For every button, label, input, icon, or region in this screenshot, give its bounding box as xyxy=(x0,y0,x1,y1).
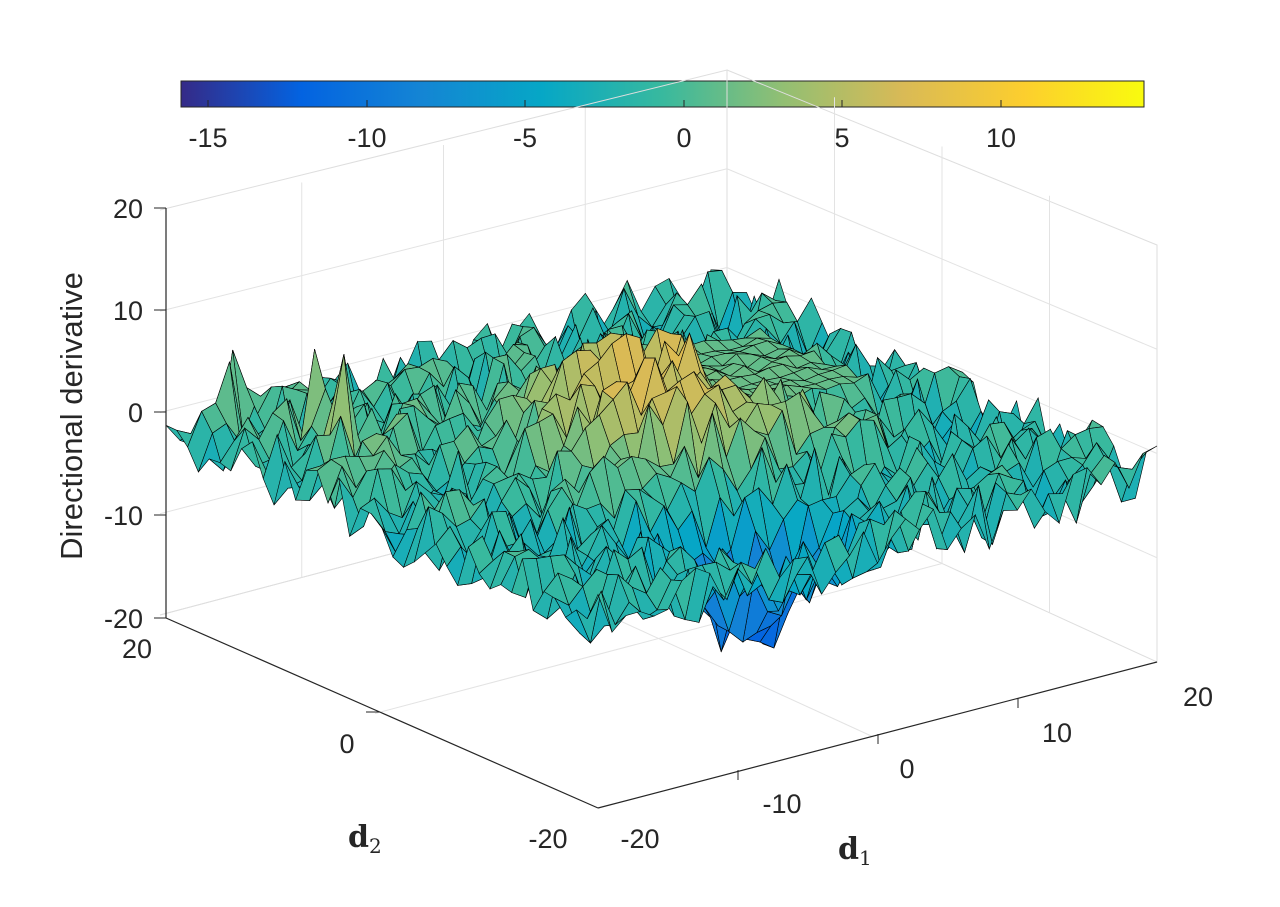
d1-tick-label: 10 xyxy=(1042,718,1072,748)
colorbar-tick-label: 0 xyxy=(676,123,691,153)
d1-tick-label: -20 xyxy=(620,824,659,854)
d2-axis-label-base: d xyxy=(348,820,369,855)
d2-axis-label-sub: 2 xyxy=(369,834,382,858)
d1-axis-label-base: d xyxy=(838,832,859,867)
d1-axis-label: d1 xyxy=(838,832,872,870)
z-tick-label: 20 xyxy=(113,194,143,224)
d1-tick-labels: -20 -10 0 10 20 xyxy=(620,682,1213,854)
d1-tick-label: -10 xyxy=(762,789,801,819)
z-tick-label: 0 xyxy=(128,398,143,428)
colorbar-ticks: -15 -10 -5 0 5 10 xyxy=(188,100,1016,153)
colorbar-tick-label: -5 xyxy=(513,123,537,153)
colorbar-tick-label: 10 xyxy=(986,123,1016,153)
z-tick-label: 10 xyxy=(113,296,143,326)
z-axis-label: Directional derivative xyxy=(54,272,89,560)
z-tick-labels: 20 10 0 -10 -20 xyxy=(104,194,143,634)
d2-axis-line xyxy=(165,617,599,809)
d2-axis-label: d2 xyxy=(348,820,382,858)
surface-mesh xyxy=(165,269,1158,653)
colorbar-tick-label: -10 xyxy=(347,123,386,153)
colorbar-tick-label: -15 xyxy=(188,123,227,153)
grid-line xyxy=(374,563,943,714)
d2-tick-label: 0 xyxy=(339,729,354,759)
colorbar-tick-label: 5 xyxy=(834,123,849,153)
z-tick-label: -10 xyxy=(104,501,143,531)
surface-facet xyxy=(586,590,613,633)
colorbar-bar xyxy=(180,80,1145,108)
d1-tick-label: 20 xyxy=(1183,682,1213,712)
d1-axis-label-sub: 1 xyxy=(859,846,872,870)
d2-tick-label: 20 xyxy=(122,634,152,664)
d1-ticks xyxy=(737,698,1019,780)
z-ticks xyxy=(154,207,166,619)
d1-tick-label: 0 xyxy=(899,754,914,784)
z-tick-label: -20 xyxy=(104,604,143,634)
d2-tick-labels: 20 0 -20 xyxy=(122,634,568,854)
colorbar: -15 -10 -5 0 5 10 xyxy=(180,80,1145,153)
d2-tick-label: -20 xyxy=(528,824,567,854)
